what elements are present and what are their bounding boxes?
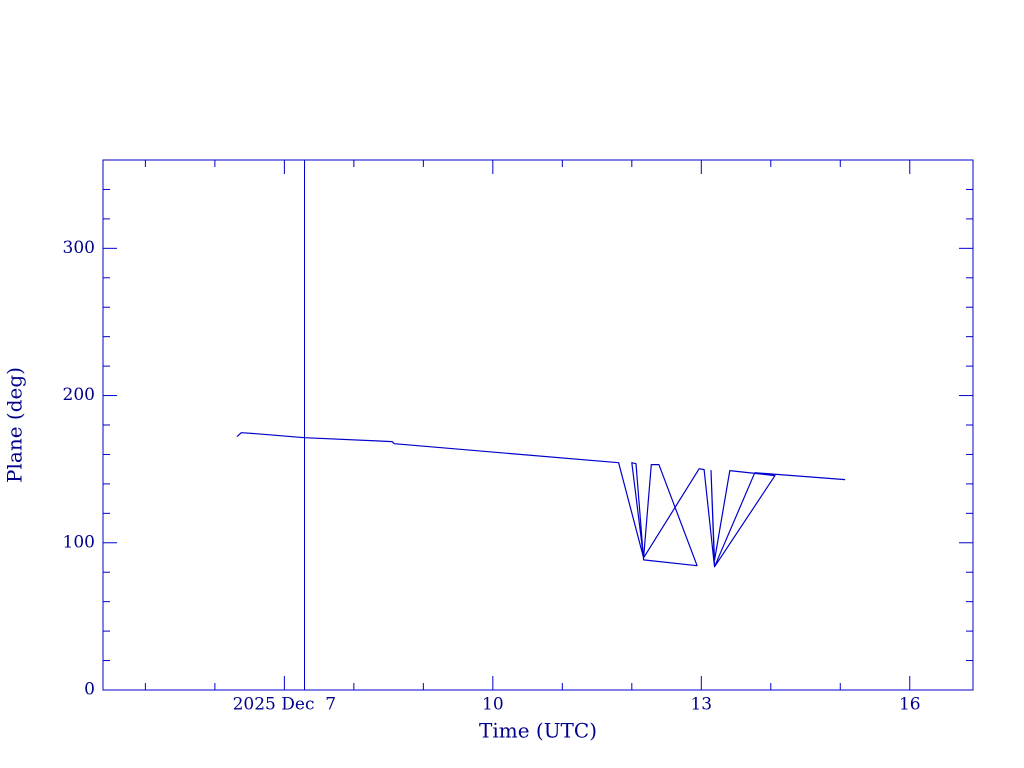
- x-tick-label: 10: [482, 695, 504, 715]
- data-line: [236, 432, 846, 568]
- x-axis-label: Time (UTC): [479, 719, 597, 743]
- x-tick-label: 13: [690, 695, 712, 715]
- plot-frame: [102, 159, 974, 691]
- y-tick-label: 100: [63, 532, 95, 552]
- y-tick-label: 200: [63, 385, 95, 405]
- x-tick-label: 2025 Dec 7: [233, 695, 337, 715]
- y-axis-label: Plane (deg): [3, 367, 27, 483]
- x-tick-label: 16: [899, 695, 921, 715]
- y-tick-label: 300: [63, 238, 95, 258]
- y-tick-label: 0: [84, 680, 95, 700]
